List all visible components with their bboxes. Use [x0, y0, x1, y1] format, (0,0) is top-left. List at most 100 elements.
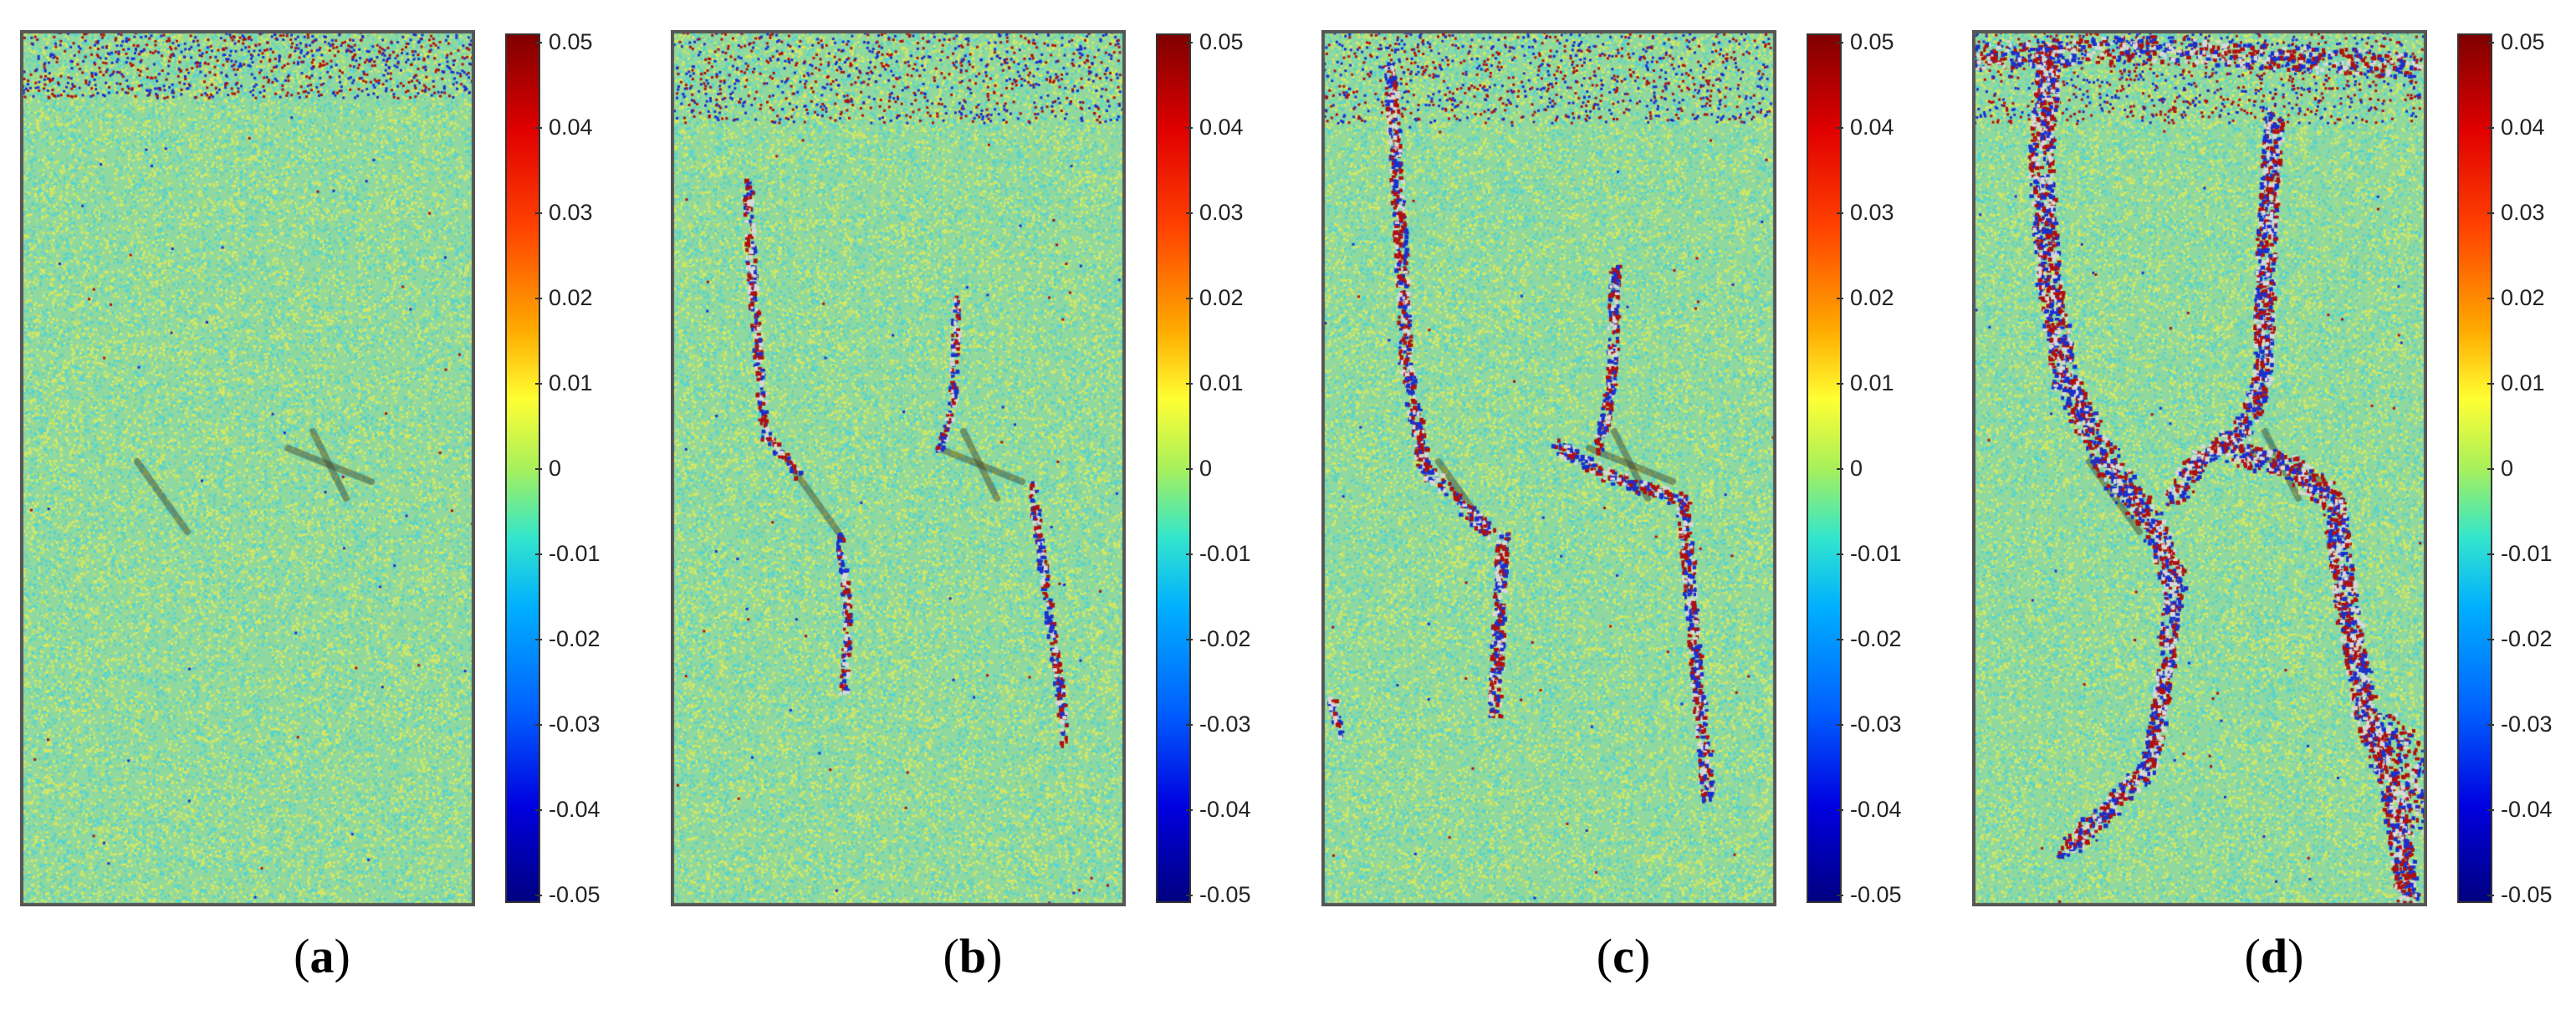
colorbar-tick-label: -0.01 — [1850, 541, 1902, 566]
colorbar-tick-label: -0.05 — [2501, 882, 2553, 907]
colorbar-tick-mark — [2487, 42, 2494, 43]
colorbar-tick-mark — [1186, 298, 1193, 299]
colorbar-tick-label: -0.04 — [1850, 797, 1902, 822]
colorbar-tick-mark — [535, 468, 542, 470]
colorbar-tick-label: -0.02 — [1850, 626, 1902, 651]
colorbar-tick-label: -0.04 — [2501, 797, 2553, 822]
panel-caption-c: (c) — [1596, 929, 1651, 983]
colorbar-tick-label: -0.05 — [1850, 882, 1902, 907]
colorbar-tick-mark — [2487, 383, 2494, 385]
colorbar-tick-mark — [535, 553, 542, 555]
colorbar-c: 0.05 0.04 0.03 0.02 0.01 0 -0.01 -0.02 -0.03 -0.0… — [1788, 29, 1939, 907]
colorbar-tick-mark — [1837, 212, 1843, 214]
colorbar-tick-mark — [1837, 127, 1843, 129]
colorbar-tick-label: 0.04 — [2501, 115, 2545, 140]
colorbar-a: 0.05 0.04 0.03 0.02 0.01 0 -0.01 -0.02 -0.03 -0.0… — [487, 29, 637, 907]
colorbar-tick-mark — [1837, 809, 1843, 811]
colorbar-tick-mark — [1837, 553, 1843, 555]
colorbar-tick-mark — [2487, 809, 2494, 811]
colorbar-tick-label: -0.01 — [549, 541, 601, 566]
colorbar-tick-mark — [535, 724, 542, 726]
colorbar-tick-label: 0.02 — [1850, 285, 1894, 310]
colorbar-d: 0.05 0.04 0.03 0.02 0.01 0 -0.01 -0.02 -0.03 -0.0… — [2439, 29, 2576, 907]
colorbar-tick-mark — [535, 383, 542, 385]
colorbar-tick-mark — [2487, 639, 2494, 640]
strain-map-a — [20, 30, 475, 906]
colorbar-tick-label: 0.04 — [1199, 115, 1244, 140]
colorbar-tick-mark — [2487, 127, 2494, 129]
colorbar-tick-mark — [2487, 553, 2494, 555]
colorbar-tick-mark — [1186, 553, 1193, 555]
colorbar-tick-mark — [2487, 895, 2494, 896]
colorbar-tick-label: -0.01 — [1199, 541, 1251, 566]
colorbar-tick-label: 0.01 — [2501, 370, 2545, 395]
colorbar-tick-mark — [535, 42, 542, 43]
colorbar-tick-mark — [2487, 724, 2494, 726]
colorbar-tick-label: 0 — [549, 456, 562, 481]
colorbar-tick-mark — [1186, 383, 1193, 385]
strain-map-c — [1321, 30, 1776, 906]
colorbar-tick-label: 0.01 — [1199, 370, 1244, 395]
panel-a: 0.05 0.04 0.03 0.02 0.01 0 -0.01 -0.02 -0.03 -0.0… — [0, 0, 644, 1010]
colorbar-tick-mark — [2487, 298, 2494, 299]
panel-c: 0.05 0.04 0.03 0.02 0.01 0 -0.01 -0.02 -0.03 -0.0… — [1301, 0, 1945, 1010]
colorbar-tick-label: -0.02 — [549, 626, 601, 651]
colorbar-tick-label: 0.05 — [2501, 29, 2545, 54]
colorbar-tick-label: -0.03 — [2501, 712, 2553, 737]
panel-caption-d: (d) — [2244, 929, 2304, 983]
colorbar-tick-label: -0.02 — [2501, 626, 2553, 651]
colorbar-tick-mark — [1186, 127, 1193, 129]
colorbar-tick-mark — [1186, 42, 1193, 43]
colorbar-tick-mark — [1837, 383, 1843, 385]
colorbar-tick-mark — [535, 639, 542, 640]
colorbar-tick-label: -0.04 — [1199, 797, 1251, 822]
colorbar-tick-mark — [535, 212, 542, 214]
colorbar-tick-label: 0 — [1199, 456, 1213, 481]
colorbar-tick-label: 0 — [1850, 456, 1863, 481]
colorbar-b: 0.05 0.04 0.03 0.02 0.01 0 -0.01 -0.02 -0.03 -0.0… — [1137, 29, 1288, 907]
colorbar-tick-label: 0.03 — [1850, 200, 1894, 225]
colorbar-tick-label: -0.02 — [1199, 626, 1251, 651]
colorbar-tick-label: -0.04 — [549, 797, 601, 822]
colorbar-tick-mark — [1837, 639, 1843, 640]
colorbar-tick-mark — [1186, 724, 1193, 726]
panel-caption-b: (b) — [943, 929, 1003, 983]
colorbar-tick-label: 0.05 — [549, 29, 593, 54]
colorbar-tick-mark — [1837, 298, 1843, 299]
colorbar-tick-mark — [1186, 809, 1193, 811]
colorbar-tick-label: -0.03 — [1199, 712, 1251, 737]
colorbar-tick-mark — [1186, 639, 1193, 640]
colorbar-tick-mark — [2487, 468, 2494, 470]
colorbar-tick-label: 0.02 — [549, 285, 593, 310]
colorbar-tick-mark — [1837, 895, 1843, 896]
colorbar-tick-mark — [535, 809, 542, 811]
colorbar-tick-mark — [1186, 895, 1193, 896]
colorbar-tick-mark — [535, 895, 542, 896]
colorbar-tick-label: 0.03 — [549, 200, 593, 225]
colorbar-tick-label: 0.01 — [1850, 370, 1894, 395]
panel-d: 0.05 0.04 0.03 0.02 0.01 0 -0.01 -0.02 -0.03 -0.0… — [1952, 0, 2576, 1010]
colorbar-tick-label: -0.01 — [2501, 541, 2553, 566]
strain-map-d — [1972, 30, 2427, 906]
strain-map-b — [671, 30, 1126, 906]
colorbar-gradient — [2457, 33, 2492, 903]
colorbar-tick-label: 0.05 — [1850, 29, 1894, 54]
colorbar-tick-mark — [1837, 468, 1843, 470]
colorbar-tick-mark — [1837, 724, 1843, 726]
colorbar-tick-label: 0.04 — [549, 115, 593, 140]
colorbar-tick-mark — [1186, 212, 1193, 214]
colorbar-tick-label: 0.02 — [1199, 285, 1244, 310]
colorbar-tick-mark — [535, 298, 542, 299]
colorbar-tick-mark — [1837, 42, 1843, 43]
colorbar-tick-label: -0.05 — [1199, 882, 1251, 907]
colorbar-tick-label: 0.01 — [549, 370, 593, 395]
panel-b: 0.05 0.04 0.03 0.02 0.01 0 -0.01 -0.02 -0.03 -0.0… — [651, 0, 1295, 1010]
colorbar-tick-label: -0.03 — [1850, 712, 1902, 737]
colorbar-tick-label: -0.05 — [549, 882, 601, 907]
colorbar-tick-label: 0.03 — [1199, 200, 1244, 225]
colorbar-tick-mark — [1186, 468, 1193, 470]
colorbar-tick-mark — [2487, 212, 2494, 214]
colorbar-tick-label: 0.05 — [1199, 29, 1244, 54]
panel-caption-a: (a) — [294, 929, 350, 983]
colorbar-tick-label: 0.03 — [2501, 200, 2545, 225]
